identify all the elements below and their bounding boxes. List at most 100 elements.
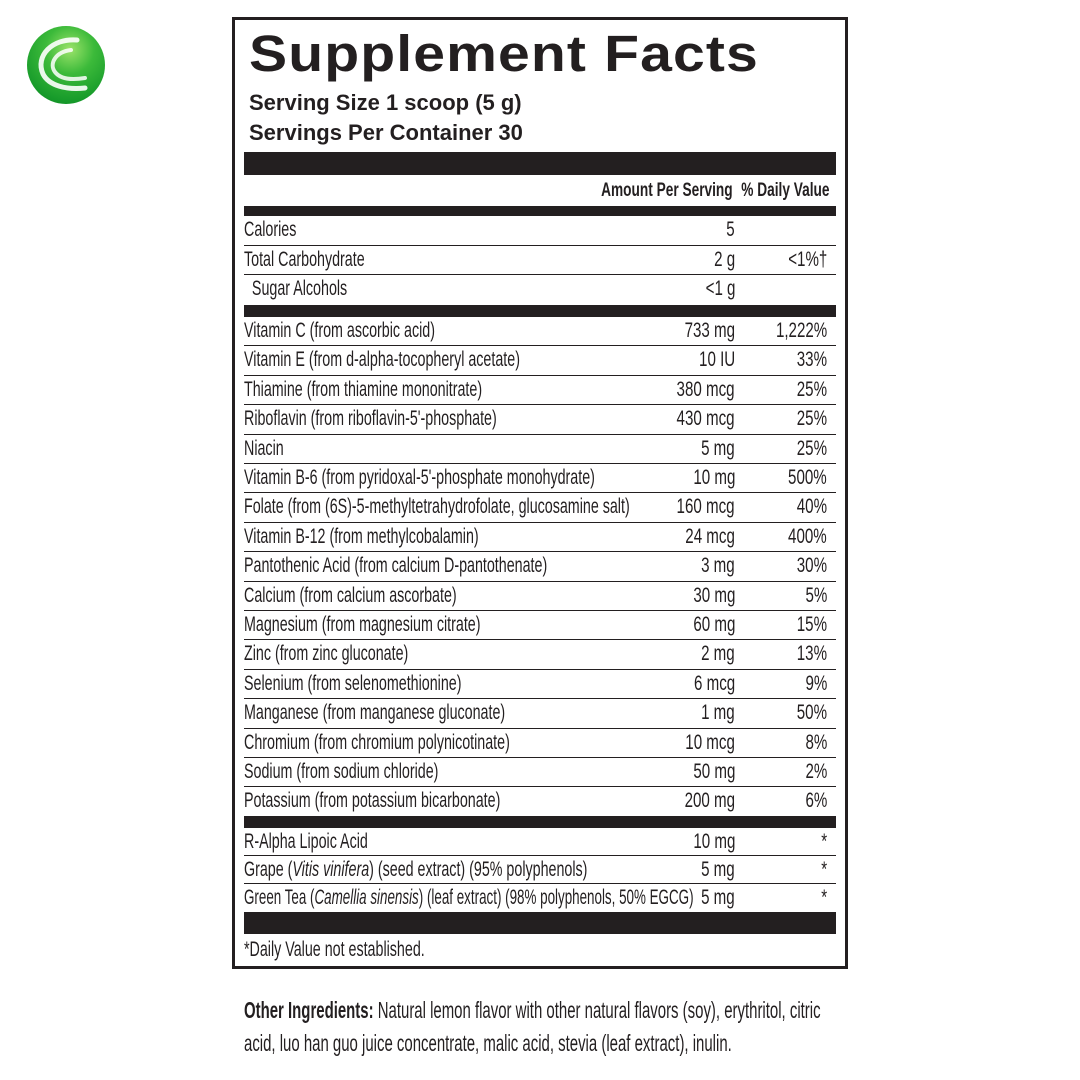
- other-ingredients-line1: Other Ingredients: Natural lemon flavor …: [244, 997, 821, 1024]
- nutrient-name: R-Alpha Lipoic Acid: [244, 830, 368, 853]
- nutrient-name: Niacin: [244, 436, 284, 460]
- daily-value: 5%: [805, 583, 827, 607]
- nutrient-name: Green Tea (Camellia sinensis) (leaf extr…: [244, 886, 694, 909]
- nutrient-name: Folate (from (6S)-5-methyltetrahydrofola…: [244, 495, 630, 519]
- nutrient-name: Chromium (from chromium polynicotinate): [244, 730, 510, 754]
- table-row: Riboflavin (from riboflavin-5'-phosphate…: [244, 405, 836, 435]
- amount-header: Amount Per Serving: [601, 180, 733, 201]
- daily-value: *: [821, 830, 827, 853]
- table-row: Manganese (from manganese gluconate) 1 mg…: [244, 699, 836, 729]
- amount: 380 mcg: [677, 377, 735, 401]
- table-row: Thiamine (from thiamine mononitrate) 380 …: [244, 376, 836, 406]
- nutrient-name: Calcium (from calcium ascorbate): [244, 583, 457, 607]
- amount: 430 mcg: [677, 407, 735, 431]
- table-row: Folate (from (6S)-5-methyltetrahydrofola…: [244, 493, 836, 523]
- table-row: Calories 5: [244, 216, 836, 246]
- table-row: Calcium (from calcium ascorbate) 30 mg 5%: [244, 582, 836, 611]
- daily-value: *: [821, 858, 827, 881]
- daily-value: 25%: [796, 436, 827, 460]
- daily-value: 40%: [796, 495, 827, 519]
- amount: 30 mg: [692, 583, 735, 607]
- dv-header: % Daily Value: [741, 180, 830, 201]
- daily-value: 2%: [805, 760, 827, 783]
- amount: 10 mg: [692, 466, 735, 489]
- nutrient-name: Vitamin B-6 (from pyridoxal-5'-phosphate…: [244, 466, 595, 489]
- daily-value: 50%: [796, 701, 827, 725]
- divider-bar: [244, 305, 836, 317]
- amount: 2 mg: [701, 642, 735, 666]
- table-row: Vitamin E (from d-alpha-tocopheryl aceta…: [244, 346, 836, 376]
- table-row: Zinc (from zinc gluconate) 2 mg 13%: [244, 640, 836, 670]
- divider-bar: [244, 912, 836, 934]
- nutrient-name: Vitamin C (from ascorbic acid): [244, 319, 435, 342]
- other-ingredients-line2: acid, luo han guo juice concentrate, mal…: [244, 1030, 732, 1056]
- amount: 3 mg: [701, 554, 735, 578]
- daily-value: 1,222%: [775, 319, 827, 342]
- amount: <1 g: [705, 277, 735, 301]
- amount: 10 mg: [692, 830, 735, 853]
- nutrient-name: Vitamin E (from d-alpha-tocopheryl aceta…: [244, 348, 520, 372]
- daily-value: 15%: [796, 613, 827, 636]
- amount: 2 g: [713, 247, 735, 271]
- swoosh-icon: [38, 37, 88, 91]
- amount: 733 mg: [684, 319, 735, 342]
- daily-value: 8%: [805, 730, 827, 754]
- daily-value: 500%: [788, 466, 827, 489]
- daily-value: *: [821, 886, 827, 909]
- table-row: Sodium (from sodium chloride) 50 mg 2%: [244, 758, 836, 788]
- table-row: R-Alpha Lipoic Acid 10 mg *: [244, 828, 836, 856]
- nutrient-name: Magnesium (from magnesium citrate): [244, 613, 481, 636]
- nutrient-name: Zinc (from zinc gluconate): [244, 642, 409, 666]
- nutrient-name: Selenium (from selenomethionine): [244, 671, 462, 695]
- nutrient-name: Sodium (from sodium chloride): [244, 760, 439, 783]
- divider-bar: [244, 152, 836, 175]
- nutrient-name: Riboflavin (from riboflavin-5'-phosphate…: [244, 407, 497, 431]
- table-row: Potassium (from potassium bicarbonate) 20…: [244, 787, 836, 816]
- amount: 6 mcg: [693, 671, 735, 695]
- panel-title: Supplement Facts: [249, 25, 759, 82]
- nutrient-name: Grape (Vitis vinifera) (seed extract) (9…: [244, 858, 588, 881]
- table-row: Total Carbohydrate 2 g <1%†: [244, 246, 836, 276]
- table-row: Vitamin B-12 (from methylcobalamin) 24 mc…: [244, 523, 836, 553]
- daily-value: 13%: [796, 642, 827, 666]
- daily-value: <1%†: [787, 247, 827, 271]
- nutrient-name: Pantothenic Acid (from calcium D-pantoth…: [244, 554, 548, 578]
- amount: 5 mg: [701, 436, 735, 460]
- amount: 60 mg: [692, 613, 735, 636]
- daily-value: 25%: [796, 377, 827, 401]
- daily-value: 25%: [796, 407, 827, 431]
- nutrient-name: Vitamin B-12 (from methylcobalamin): [244, 524, 479, 548]
- table-row: Green Tea (Camellia sinensis) (leaf extr…: [244, 884, 836, 912]
- amount: 24 mcg: [685, 524, 735, 548]
- amount: 10 mcg: [685, 730, 735, 754]
- brand-logo: [27, 26, 105, 104]
- nutrient-name: Calories: [244, 218, 297, 241]
- daily-value: 33%: [796, 348, 827, 372]
- daily-value: 6%: [805, 789, 827, 813]
- nutrient-name: Thiamine (from thiamine mononitrate): [244, 377, 483, 401]
- other-ingredients-label: Other Ingredients:: [244, 997, 374, 1023]
- table-row: Vitamin B-6 (from pyridoxal-5'-phosphate…: [244, 464, 836, 494]
- supplement-facts-panel: Supplement Facts Serving Size 1 scoop (5…: [232, 17, 848, 969]
- nutrient-name: Potassium (from potassium bicarbonate): [244, 789, 501, 813]
- footnote: *Daily Value not established.: [244, 938, 425, 961]
- other-ingredients-text: Natural lemon flavor with other natural …: [373, 997, 821, 1023]
- table-row: Grape (Vitis vinifera) (seed extract) (9…: [244, 856, 836, 884]
- table-row: Vitamin C (from ascorbic acid) 733 mg 1,22…: [244, 317, 836, 347]
- amount: 10 IU: [698, 348, 735, 372]
- daily-value: 9%: [805, 671, 827, 695]
- divider-bar: [244, 816, 836, 828]
- table-row: Pantothenic Acid (from calcium D-pantoth…: [244, 552, 836, 582]
- amount: 5: [726, 218, 735, 241]
- nutrient-name: Sugar Alcohols: [244, 277, 348, 301]
- amount: 1 mg: [701, 701, 735, 725]
- table-row: Niacin 5 mg 25%: [244, 435, 836, 464]
- table-row: Selenium (from selenomethionine) 6 mcg 9%: [244, 670, 836, 700]
- divider-bar: [244, 206, 836, 216]
- serving-size: Serving Size 1 scoop (5 g): [249, 90, 522, 115]
- table-row: Magnesium (from magnesium citrate) 60 mg 1…: [244, 611, 836, 641]
- table-row: Sugar Alcohols <1 g: [244, 275, 836, 305]
- servings-per-container: Servings Per Container 30: [249, 120, 523, 145]
- table-row: Chromium (from chromium polynicotinate) 1…: [244, 729, 836, 758]
- amount: 5 mg: [701, 858, 735, 881]
